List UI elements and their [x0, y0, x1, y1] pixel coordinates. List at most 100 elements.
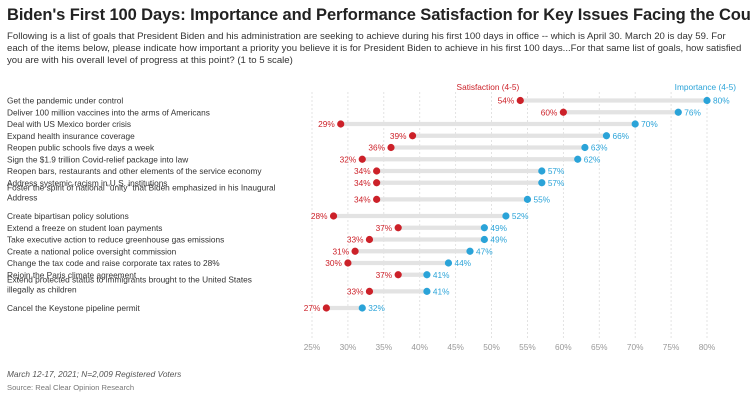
x-tick-label: 50%	[483, 342, 500, 352]
importance-dot	[358, 304, 366, 312]
importance-dot	[538, 179, 546, 187]
satisfaction-dot	[351, 247, 359, 255]
satisfaction-value-label: 31%	[332, 246, 349, 256]
importance-dot	[423, 271, 431, 279]
satisfaction-dot	[373, 179, 381, 187]
satisfaction-dot	[394, 224, 402, 232]
footer-source: Source: Real Clear Opinion Research	[7, 383, 135, 392]
satisfaction-dot	[373, 195, 381, 203]
importance-value-label: 52%	[512, 211, 529, 221]
satisfaction-value-label: 33%	[347, 235, 364, 245]
row-label: Expand health insurance coverage	[7, 131, 135, 141]
legend-importance: Importance (4-5)	[675, 82, 737, 92]
importance-value-label: 80%	[713, 96, 730, 106]
row-label: Take executive action to reduce greenhou…	[7, 235, 224, 245]
satisfaction-dot	[344, 259, 352, 267]
row-label: illegally as children	[7, 285, 77, 295]
satisfaction-dot	[337, 120, 345, 128]
satisfaction-value-label: 33%	[347, 286, 364, 296]
x-tick-label: 80%	[699, 342, 716, 352]
importance-value-label: 76%	[684, 107, 701, 117]
row-label: Address systemic racism in U.S. institut…	[7, 178, 167, 188]
importance-dot	[423, 287, 431, 295]
row-label: Extend protected status to immigrants br…	[7, 275, 252, 285]
importance-value-label: 55%	[533, 194, 550, 204]
row-label: Rejoin the Paris climate agreement	[7, 270, 137, 280]
importance-dot	[574, 155, 582, 163]
importance-dot	[466, 247, 474, 255]
importance-value-label: 70%	[641, 119, 658, 129]
importance-dot	[444, 259, 453, 267]
satisfaction-dot	[365, 235, 374, 244]
row-label: Deliver 100 million vaccines into the ar…	[7, 107, 210, 117]
satisfaction-value-label: 60%	[541, 107, 558, 117]
footer-note: March 12-17, 2021; N=2,009 Registered Vo…	[7, 369, 182, 379]
row-label: Get the pandemic under control	[7, 96, 123, 106]
row-label: Extend a freeze on student loan payments	[7, 223, 162, 233]
x-tick-label: 75%	[663, 342, 680, 352]
satisfaction-value-label: 54%	[498, 96, 515, 106]
satisfaction-dot	[373, 167, 381, 175]
satisfaction-value-label: 37%	[376, 223, 393, 233]
row-label: Address	[7, 193, 37, 203]
importance-value-label: 49%	[490, 235, 507, 245]
satisfaction-value-label: 32%	[340, 154, 357, 164]
x-tick-label: 30%	[340, 342, 357, 352]
importance-dot	[480, 235, 488, 244]
row-label: Create a national police oversight commi…	[7, 246, 177, 256]
satisfaction-dot	[408, 132, 417, 140]
satisfaction-value-label: 29%	[318, 119, 335, 129]
importance-value-label: 44%	[454, 258, 471, 268]
satisfaction-value-label: 27%	[304, 303, 321, 313]
importance-dot	[581, 143, 589, 152]
legend-satisfaction: Satisfaction (4-5)	[457, 82, 520, 92]
x-tick-label: 45%	[447, 342, 464, 352]
x-tick-label: 65%	[591, 342, 608, 352]
importance-value-label: 41%	[433, 270, 450, 280]
row-label: Cancel the Keystone pipeline permit	[7, 303, 141, 313]
satisfaction-value-label: 34%	[354, 178, 371, 188]
satisfaction-value-label: 30%	[325, 258, 342, 268]
importance-value-label: 32%	[368, 303, 385, 313]
satisfaction-dot	[516, 96, 524, 105]
row-label: Sign the $1.9 trillion Covid-relief pack…	[7, 154, 189, 164]
satisfaction-value-label: 28%	[311, 211, 328, 221]
importance-value-label: 41%	[433, 286, 450, 296]
importance-value-label: 47%	[476, 246, 493, 256]
x-tick-label: 25%	[304, 342, 321, 352]
row-label: Deal with US Mexico border crisis	[7, 119, 131, 129]
importance-value-label: 57%	[548, 166, 565, 176]
importance-value-label: 63%	[591, 143, 608, 153]
satisfaction-value-label: 34%	[354, 166, 371, 176]
row-label: Create bipartisan policy solutions	[7, 211, 129, 221]
importance-value-label: 49%	[490, 223, 507, 233]
importance-value-label: 62%	[584, 154, 601, 164]
importance-dot	[703, 96, 711, 105]
importance-dot	[502, 212, 510, 220]
satisfaction-dot	[387, 143, 395, 152]
importance-dot	[674, 108, 682, 116]
satisfaction-value-label: 36%	[368, 143, 385, 153]
row-label: Change the tax code and raise corporate …	[7, 258, 220, 268]
satisfaction-dot	[365, 287, 374, 295]
row-label: Reopen bars, restaurants and other eleme…	[7, 166, 262, 176]
importance-dot	[523, 195, 532, 203]
importance-dot	[631, 120, 639, 128]
satisfaction-dot	[322, 304, 330, 312]
satisfaction-value-label: 34%	[354, 194, 371, 204]
x-tick-label: 70%	[627, 342, 644, 352]
satisfaction-dot	[394, 271, 402, 279]
importance-dot	[538, 167, 546, 175]
satisfaction-value-label: 39%	[390, 131, 407, 141]
satisfaction-dot	[559, 108, 567, 116]
importance-value-label: 66%	[612, 131, 629, 141]
chart-title: Biden's First 100 Days: Importance and P…	[7, 6, 750, 24]
x-tick-label: 60%	[555, 342, 572, 352]
x-tick-label: 40%	[411, 342, 428, 352]
importance-dot	[602, 132, 611, 140]
x-tick-label: 55%	[519, 342, 536, 352]
importance-dot	[480, 224, 488, 232]
satisfaction-dot	[329, 212, 338, 220]
importance-value-label: 57%	[548, 178, 565, 188]
